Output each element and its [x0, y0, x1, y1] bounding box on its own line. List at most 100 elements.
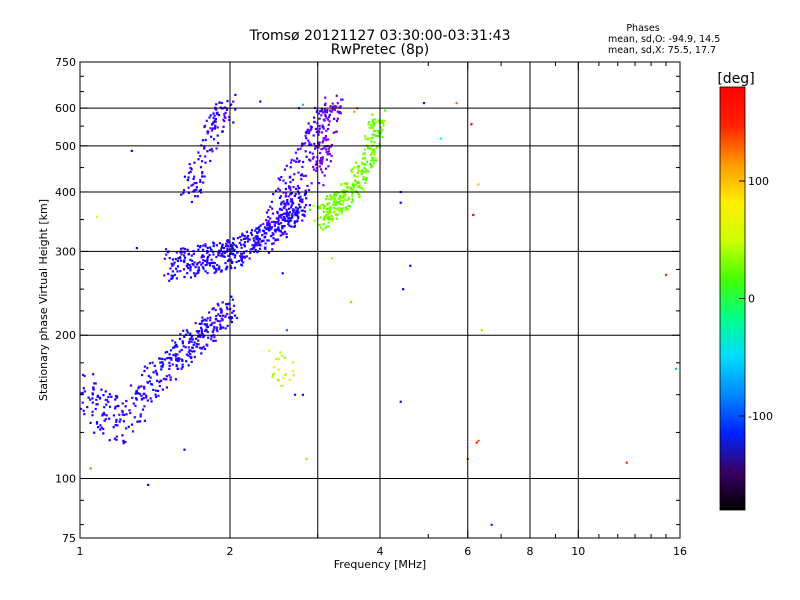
data-point: [192, 177, 195, 180]
data-point: [219, 314, 222, 317]
data-point: [203, 145, 206, 148]
data-point: [377, 135, 381, 138]
data-point: [115, 396, 118, 399]
data-point: [237, 259, 240, 263]
data-point: [328, 120, 331, 123]
data-point: [155, 395, 158, 399]
data-point: [133, 416, 136, 419]
data-point: [194, 195, 197, 198]
data-point: [258, 228, 261, 231]
chart-subtitle: RwPretec (8p): [331, 42, 429, 58]
data-point: [261, 234, 264, 237]
data-point: [243, 243, 246, 246]
data-point: [286, 219, 289, 222]
data-point: [226, 259, 230, 263]
data-point: [114, 398, 117, 401]
data-point: [314, 146, 317, 149]
data-point: [285, 208, 288, 211]
data-point: [318, 127, 321, 130]
data-point: [281, 272, 284, 275]
data-point: [322, 126, 325, 129]
x-tick-label: 8: [527, 545, 534, 558]
data-point: [221, 301, 224, 304]
data-point: [168, 257, 171, 260]
data-point: [270, 200, 273, 203]
data-point: [195, 263, 199, 266]
data-point: [147, 483, 150, 486]
data-point: [283, 356, 286, 359]
x-tick-label: 2: [227, 545, 234, 558]
data-point: [176, 353, 179, 356]
data-point: [350, 188, 353, 192]
data-point: [360, 173, 363, 176]
data-point: [206, 325, 210, 328]
data-point: [310, 126, 313, 129]
data-point: [317, 133, 320, 136]
data-point: [271, 373, 275, 376]
data-point: [310, 182, 313, 185]
data-point: [384, 109, 387, 112]
data-point: [360, 170, 363, 173]
data-point: [201, 262, 204, 265]
data-point: [369, 162, 372, 165]
data-point: [283, 207, 286, 210]
data-point: [277, 368, 280, 371]
data-point: [375, 159, 378, 162]
data-point: [335, 119, 339, 123]
data-point: [208, 116, 211, 119]
data-point: [225, 242, 228, 245]
data-point: [287, 195, 290, 198]
data-point: [266, 239, 269, 242]
data-point: [114, 424, 117, 427]
data-point: [278, 189, 281, 192]
data-point: [292, 185, 295, 189]
data-point: [187, 186, 190, 189]
data-point: [185, 353, 188, 356]
data-point: [192, 272, 196, 275]
data-point: [196, 331, 199, 334]
data-point: [177, 367, 180, 370]
data-point: [318, 205, 322, 208]
data-point: [240, 243, 243, 246]
data-point: [301, 219, 304, 222]
data-point: [284, 373, 287, 376]
data-point: [351, 198, 354, 201]
data-point: [360, 187, 363, 190]
data-point: [257, 227, 260, 230]
data-point: [365, 177, 368, 180]
data-point: [381, 135, 384, 139]
data-point: [187, 252, 191, 255]
data-point: [146, 381, 149, 384]
data-point: [281, 226, 284, 229]
data-point: [174, 355, 177, 358]
data-point: [135, 390, 138, 393]
data-point: [217, 251, 220, 254]
data-point: [209, 246, 212, 249]
data-point: [245, 230, 249, 233]
data-point: [224, 111, 227, 114]
data-point: [297, 207, 300, 210]
data-point: [321, 160, 324, 163]
data-point: [134, 404, 137, 407]
data-point: [234, 108, 237, 111]
data-point: [290, 214, 294, 217]
data-point: [287, 203, 290, 206]
data-point: [246, 240, 249, 243]
data-point: [276, 220, 279, 224]
data-point: [186, 179, 189, 182]
data-point: [183, 175, 186, 178]
data-point: [217, 313, 220, 316]
data-point: [182, 268, 186, 271]
data-point: [276, 238, 279, 241]
data-point: [300, 173, 303, 176]
data-point: [399, 201, 402, 204]
data-point: [280, 213, 283, 216]
data-point: [171, 363, 174, 366]
data-point: [213, 271, 216, 274]
data-point: [225, 303, 228, 306]
data-point: [273, 223, 276, 226]
data-point: [296, 209, 299, 212]
data-point: [334, 203, 337, 206]
data-point: [248, 238, 251, 241]
data-point: [195, 330, 198, 333]
